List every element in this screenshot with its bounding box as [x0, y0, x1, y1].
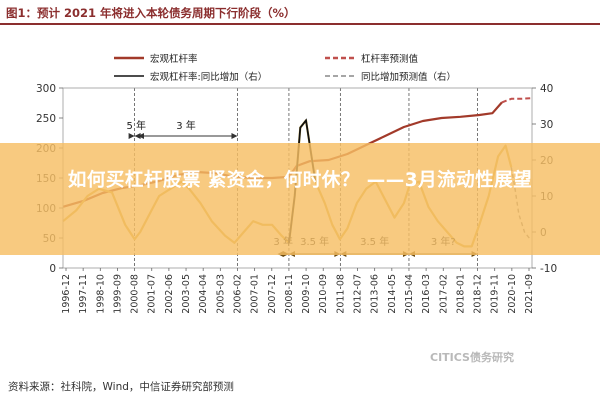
- x-tick-label: 2011-08: [335, 274, 346, 314]
- source-note: 资料来源：社科院，Wind，中信证券研究部预测: [8, 381, 234, 393]
- x-tick-label: 2008-11: [284, 274, 295, 314]
- x-tick-label: 1998-10: [95, 274, 106, 314]
- banner-headline[interactable]: 如何买杠杆股票 紧资金，何时休？ ——3月流动性展望: [67, 170, 533, 191]
- x-tick-label: 2006-02: [232, 274, 243, 314]
- x-tick-label: 2017-02: [438, 274, 449, 314]
- period-arrow-head-right: [128, 133, 135, 139]
- banner-overlay: [0, 143, 600, 255]
- period-arrow-head-right: [231, 133, 238, 139]
- x-tick-label: 1996-12: [61, 274, 72, 314]
- x-tick-label: 2000-08: [130, 274, 141, 314]
- x-tick-label: 2001-07: [147, 274, 158, 314]
- x-tick-label: 2009-10: [301, 274, 312, 314]
- x-tick-label: 2002-06: [164, 274, 175, 314]
- series-line-1: [501, 97, 533, 104]
- x-tick-label: 2016-03: [421, 274, 432, 314]
- legend-label: 宏观杠杆率:同比增加（右）: [150, 71, 267, 83]
- x-tick-label: 1997-11: [78, 274, 89, 314]
- x-tick-label: 2003-05: [181, 274, 192, 314]
- period-arrow-head-left: [134, 133, 141, 139]
- right-tick-label: 40: [540, 83, 553, 95]
- x-tick-label: 2012-07: [353, 274, 364, 314]
- legend-label: 宏观杠杆率: [150, 53, 198, 65]
- x-tick-label: 1999-09: [112, 274, 123, 314]
- period-label: 5 年: [127, 119, 147, 132]
- x-tick-label: 2007-12: [267, 274, 278, 314]
- right-tick-label: -10: [540, 263, 557, 275]
- x-tick-label: 2019-11: [490, 274, 501, 314]
- x-tick-label: 2010-09: [318, 274, 329, 314]
- x-tick-label: 2015-04: [404, 274, 415, 314]
- left-tick-label: 300: [36, 83, 56, 95]
- x-tick-label: 2007-01: [250, 274, 261, 314]
- legend-label: 同比增加预测值（右）: [361, 71, 456, 83]
- x-tick-label: 2021-09: [524, 274, 535, 314]
- period-label: 3 年: [176, 119, 196, 132]
- x-tick-label: 2014-05: [387, 274, 398, 314]
- legend-label: 杠杆率预测值: [361, 53, 419, 65]
- x-tick-label: 2020-10: [507, 274, 518, 314]
- x-tick-label: 2005-03: [215, 274, 226, 314]
- x-tick-label: 2004-04: [198, 274, 209, 314]
- watermark: CITICS债务研究: [430, 351, 514, 364]
- left-tick-label: 250: [36, 113, 56, 125]
- left-tick-label: 0: [49, 263, 56, 275]
- x-tick-label: 2018-01: [455, 274, 466, 314]
- x-tick-label: 2013-06: [370, 274, 381, 314]
- figure-title: 图1：预计 2021 年将进入本轮债务周期下行阶段（%）: [6, 6, 296, 20]
- title-rule: [0, 23, 600, 25]
- right-tick-label: 30: [540, 119, 553, 131]
- x-tick-label: 2018-12: [473, 274, 484, 314]
